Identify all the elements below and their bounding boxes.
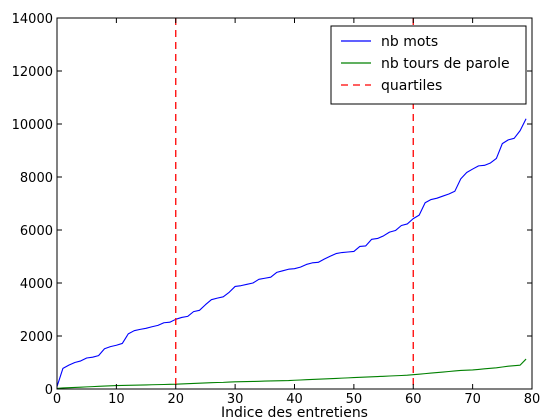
y-tick-label: 6000 [20,224,53,239]
x-tick-label: 80 [524,392,541,407]
x-axis-label: Indice des entretiens [221,405,368,420]
y-tick-label: 12000 [12,65,53,80]
legend-box [330,25,527,105]
legend: nb mots nb tours de parole quartiles [330,25,527,105]
x-tick-label: 30 [227,392,244,407]
legend-label: quartiles [381,78,442,94]
x-tick-label: 60 [405,392,422,407]
x-tick-label: 50 [346,392,363,407]
y-tick-label: 8000 [20,171,53,186]
y-tick-label: 0 [45,383,53,398]
x-tick-label: 20 [167,392,184,407]
x-tick-label: 10 [108,392,125,407]
y-tick-label: 4000 [20,277,53,292]
legend-label: nb tours de parole [381,56,510,72]
legend-label: nb mots [381,34,438,50]
x-tick-label: 0 [53,392,61,407]
ticks-layer: 0 10 20 30 40 50 60 70 80 0 2000 4000 6000 8000 10000 1… [12,12,541,407]
y-tick-label: 2000 [20,330,53,345]
series-line-0 [56,118,527,387]
series-line-1 [56,358,527,390]
y-tick-label: 10000 [12,118,53,133]
x-tick-label: 40 [286,392,303,407]
x-tick-label: 70 [464,392,481,407]
y-tick-label: 14000 [12,12,53,27]
